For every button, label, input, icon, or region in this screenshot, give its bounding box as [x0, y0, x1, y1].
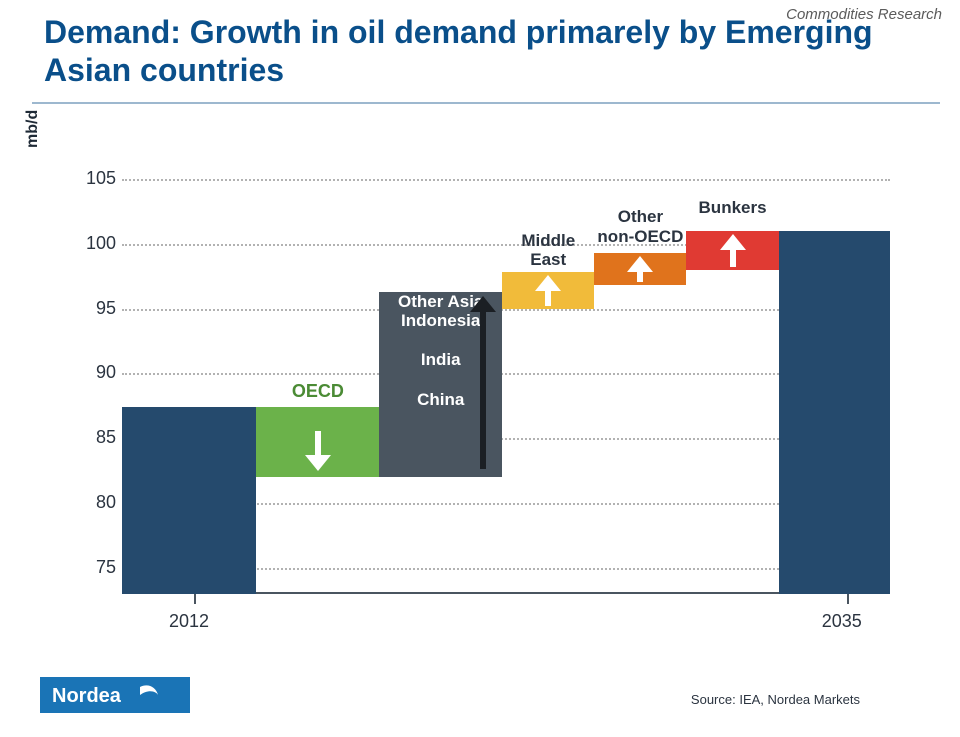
gridline — [122, 179, 890, 181]
bar-label-other-non-oecd: Other non-OECD — [594, 207, 686, 246]
bar-start-2012 — [122, 407, 256, 594]
ytick-label: 80 — [80, 492, 116, 513]
arrow-asia — [470, 296, 496, 469]
ytick-label: 95 — [80, 298, 116, 319]
ytick-label: 85 — [80, 427, 116, 448]
bar-end-2035 — [779, 231, 890, 594]
xtick-mark — [847, 594, 849, 604]
arrow-other-non-oecd — [627, 256, 653, 282]
title-underline — [32, 102, 940, 104]
source-line: Source: IEA, Nordea Markets — [691, 692, 860, 707]
brand-text: Nordea — [52, 685, 122, 707]
ytick-label: 100 — [80, 233, 116, 254]
xtick-label: 2012 — [169, 611, 209, 632]
arrow-oecd — [305, 431, 331, 471]
plot-area: 758085909510010520122035OECDOther Asia I… — [60, 130, 890, 650]
waterfall-chart: mb/d 758085909510010520122035OECDOther A… — [60, 130, 890, 650]
xtick-label: 2035 — [822, 611, 862, 632]
bar-label-oecd: OECD — [256, 381, 379, 402]
ytick-label: 75 — [80, 557, 116, 578]
gridline — [122, 309, 890, 311]
ytick-label: 90 — [80, 362, 116, 383]
page-title: Demand: Growth in oil demand primarely b… — [44, 14, 916, 90]
y-axis-label: mb/d — [24, 110, 42, 148]
slide: Commodities Research Demand: Growth in o… — [0, 0, 960, 737]
brand-logo: Nordea — [40, 677, 190, 713]
bar-label-middle-east: Middle East — [502, 231, 594, 270]
gridline — [122, 373, 890, 375]
arrow-bunkers — [720, 234, 746, 267]
xtick-mark — [194, 594, 196, 604]
ytick-label: 105 — [80, 168, 116, 189]
bar-label-bunkers: Bunkers — [686, 198, 778, 218]
arrow-middle-east — [535, 275, 561, 305]
